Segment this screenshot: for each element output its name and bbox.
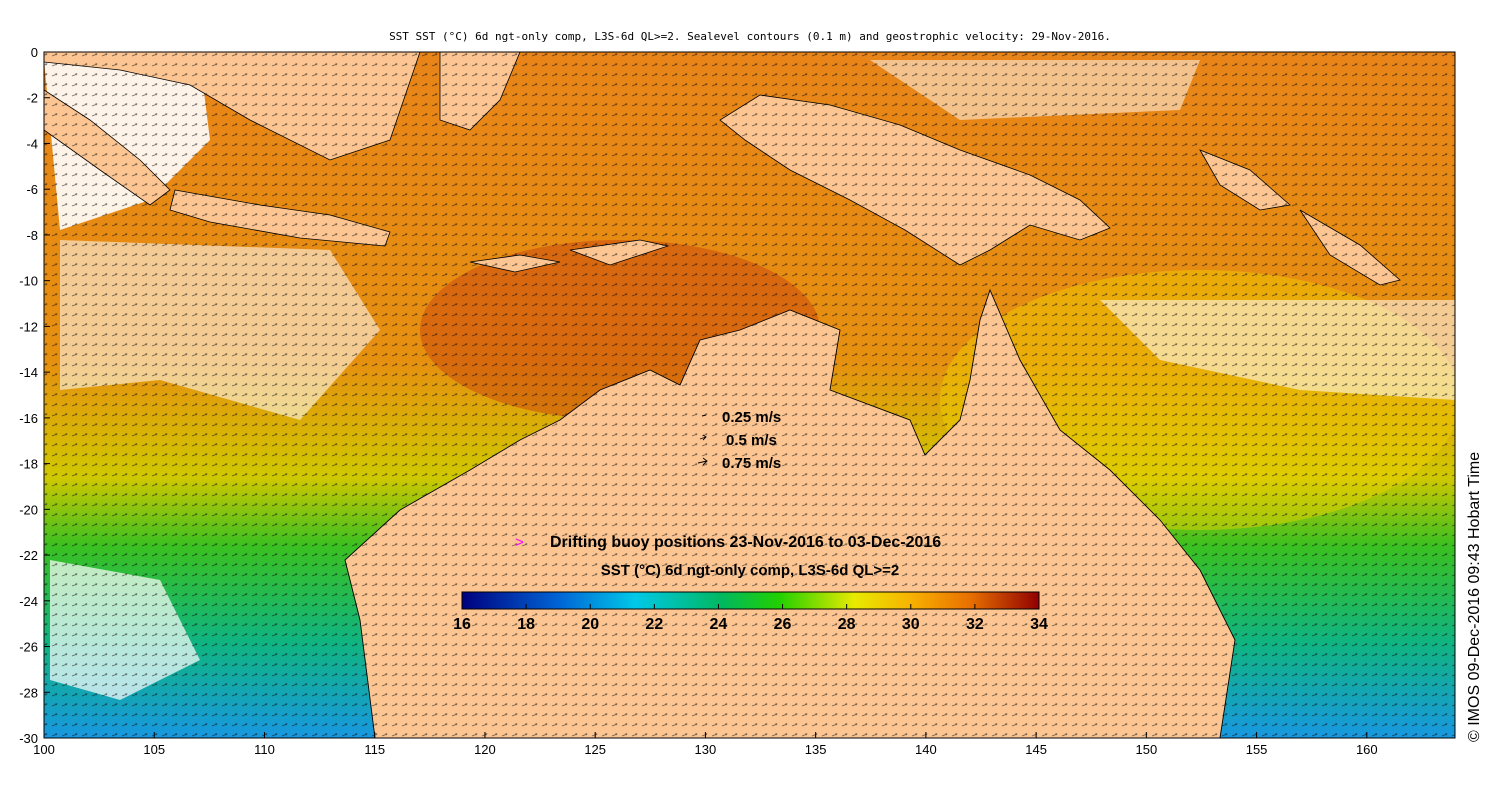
y-tick-label: -2 <box>26 91 38 106</box>
x-tick-label: 160 <box>1356 742 1378 757</box>
y-tick-label: -8 <box>26 228 38 243</box>
y-tick-label: -6 <box>26 182 38 197</box>
x-tick-label: 105 <box>143 742 165 757</box>
x-axis: 100 105 110 115 120 125 130 135 140 145 150 155 160 <box>33 732 1378 757</box>
colorbar-title: SST (°C) 6d ngt-only comp, L3S-6d QL>=2 <box>601 562 900 579</box>
y-axis: 0 -2 -4 -6 -8 -10 -12 -14 -16 -18 -20 -22 -24 -26 -28 -… <box>19 45 50 746</box>
velocity-legend: 0.25 m/s 0.5 m/s 0.75 m/s <box>697 409 781 472</box>
y-tick-label: -28 <box>19 685 38 700</box>
x-tick-label: 150 <box>1135 742 1157 757</box>
colorbar: SST (°C) 6d ngt-only comp, L3S-6d QL>=2 … <box>453 562 1048 633</box>
x-tick-label: 130 <box>695 742 717 757</box>
y-tick-label: -18 <box>19 457 38 472</box>
x-tick-label: 140 <box>915 742 937 757</box>
x-tick-label: 110 <box>254 742 275 757</box>
velocity-legend-item: 0.5 m/s <box>726 432 777 449</box>
colorbar-tick-label: 24 <box>710 616 728 633</box>
y-tick-label: 0 <box>31 45 38 60</box>
colorbar-tick-label: 34 <box>1030 616 1048 633</box>
x-tick-label: 100 <box>33 742 55 757</box>
y-tick-label: -4 <box>26 136 38 151</box>
y-tick-label: -22 <box>19 548 38 563</box>
velocity-legend-item: 0.75 m/s <box>722 455 781 472</box>
y-tick-label: -10 <box>19 274 38 289</box>
x-tick-label: 120 <box>474 742 496 757</box>
buoy-legend: > Drifting buoy positions 23-Nov-2016 to… <box>515 534 941 551</box>
y-tick-label: -16 <box>19 411 38 426</box>
x-tick-label: 135 <box>805 742 827 757</box>
buoy-symbol-icon: > <box>515 534 524 551</box>
y-tick-label: -12 <box>19 319 38 334</box>
map-title: SST SST (°C) 6d ngt-only comp, L3S-6d QL… <box>389 30 1111 43</box>
x-tick-label: 155 <box>1246 742 1268 757</box>
y-tick-label: -20 <box>19 502 38 517</box>
colorbar-ramp <box>461 591 1040 610</box>
y-tick-label: -14 <box>19 365 38 380</box>
x-tick-label: 145 <box>1025 742 1047 757</box>
colorbar-tick-label: 20 <box>581 616 599 633</box>
colorbar-tick-label: 26 <box>774 616 792 633</box>
copyright-text: © IMOS 09-Dec-2016 09:43 Hobart Time <box>1466 451 1483 742</box>
colorbar-tick-label: 32 <box>966 616 984 633</box>
colorbar-tick-label: 22 <box>645 616 663 633</box>
colorbar-tick-label: 30 <box>902 616 920 633</box>
y-tick-label: -24 <box>19 594 38 609</box>
y-tick-label: -26 <box>19 640 38 655</box>
x-tick-label: 115 <box>364 742 385 757</box>
velocity-legend-item: 0.25 m/s <box>722 409 781 426</box>
y-tick-label: -30 <box>19 731 38 746</box>
buoy-legend-label: Drifting buoy positions 23-Nov-2016 to 0… <box>550 534 941 551</box>
colorbar-tick-label: 16 <box>453 616 471 633</box>
x-tick-label: 125 <box>584 742 606 757</box>
colorbar-tick-label: 18 <box>517 616 535 633</box>
colorbar-tick-label: 28 <box>838 616 856 633</box>
